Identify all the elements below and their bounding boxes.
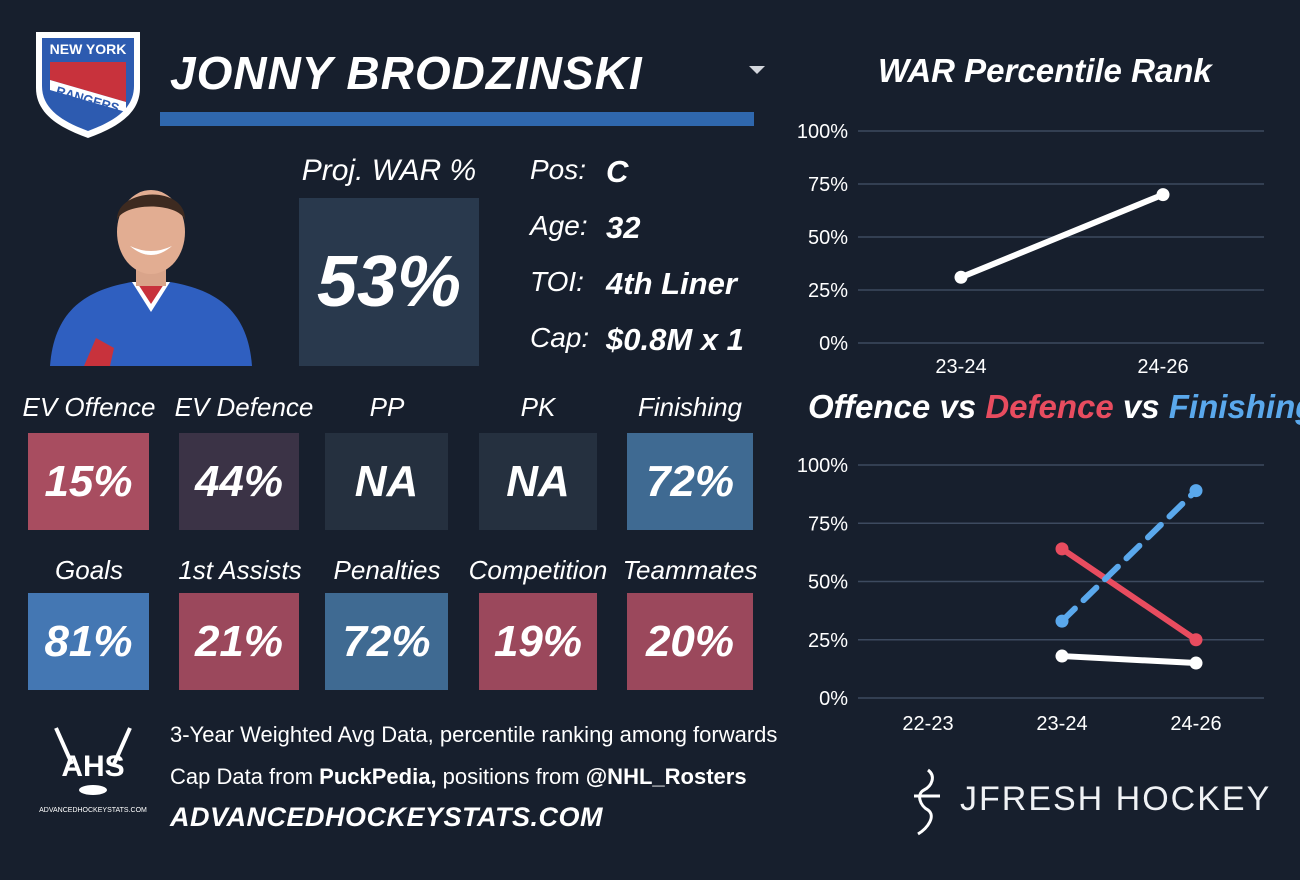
info-cap-label: Cap:: [530, 322, 590, 353]
tile-ev-defence: 44%: [179, 433, 299, 530]
info-toi: TOI: 4th Liner: [530, 266, 780, 306]
tile-1st-assists: 21%: [179, 593, 299, 690]
info-toi-value: 4th Liner: [606, 266, 737, 301]
chart1-title: WAR Percentile Rank: [878, 52, 1212, 89]
footer-methodology: 3-Year Weighted Avg Data, percentile ran…: [170, 722, 778, 747]
chart2-title-part: vs: [1113, 388, 1169, 425]
tile-label-competition: Competition: [468, 555, 608, 585]
x-tick-label: 24-26: [1170, 713, 1221, 735]
chart2-title-part: vs: [930, 388, 986, 425]
y-tick-label: 0%: [819, 688, 848, 710]
tile-finishing: 72%: [627, 433, 753, 530]
tile-label-goals: Goals: [55, 555, 123, 585]
ahs-logo-text: AHS: [61, 750, 124, 783]
x-tick-label: 24-26: [1137, 356, 1188, 378]
defence-point: [1055, 542, 1069, 556]
offence-point: [1055, 649, 1069, 663]
finishing-point: [1189, 484, 1203, 498]
y-tick-label: 0%: [819, 333, 848, 355]
footer-source-nhl-rosters[interactable]: @NHL_Rosters: [585, 764, 747, 789]
tile-label-1st-assists: 1st Assists: [178, 555, 302, 585]
y-tick-label: 75%: [808, 174, 848, 196]
tile-competition: 19%: [479, 593, 597, 690]
footer-sources: Cap Data from PuckPedia, positions from …: [170, 764, 747, 790]
tile-label-ev-offence: EV Offence: [22, 392, 156, 422]
series-line: [958, 191, 1166, 281]
info-age-label: Age:: [530, 210, 588, 241]
jfresh-hockey-brand: JFRESH HOCKEY: [960, 780, 1272, 818]
tile-label-pk: PK: [520, 392, 556, 422]
ahs-logo: AHS ADVANCEDHOCKEYSTATS.COM: [39, 727, 147, 814]
chart2-title-part: Finishing: [1168, 388, 1300, 425]
footer-sources-prefix: Cap Data from: [170, 764, 320, 789]
finishing-line: [1059, 487, 1199, 625]
x-tick-label: 23-24: [935, 356, 986, 378]
y-tick-label: 100%: [797, 455, 848, 477]
info-age-value: 32: [606, 210, 641, 245]
footer-sources-middle: positions from: [436, 764, 586, 789]
player-dropdown-chevron-icon[interactable]: [749, 66, 765, 74]
series-point: [1156, 188, 1170, 202]
war-percentile-chart: 0% 25% 50% 75% 100% 23-24 24-26: [797, 121, 1264, 378]
projected-war-value: 53%: [299, 198, 479, 366]
tile-label-penalties: Penalties: [333, 555, 441, 585]
tile-pp: NA: [325, 433, 448, 530]
y-tick-label: 25%: [808, 630, 848, 652]
tile-pk: NA: [479, 433, 597, 530]
projected-war-label: Proj. WAR %: [301, 154, 477, 187]
info-age: Age: 32: [530, 210, 780, 250]
tile-penalties: 72%: [325, 593, 448, 690]
chart2-title: Offence vs Defence vs Finishing: [808, 388, 1300, 426]
y-tick-label: 50%: [808, 572, 848, 594]
footer-url[interactable]: ADVANCEDHOCKEYSTATS.COM: [170, 802, 604, 832]
series-point: [954, 270, 968, 284]
team-logo: NEW YORK RANGERS: [36, 32, 140, 138]
info-position-label: Pos:: [530, 154, 587, 185]
y-tick-label: 50%: [808, 227, 848, 249]
chart2-title-part: Defence: [985, 388, 1114, 425]
x-tick-label: 22-23: [902, 713, 953, 735]
defence-point: [1189, 633, 1203, 647]
offence-line: [1059, 653, 1199, 667]
player-name: JONNY BRODZINSKI: [170, 47, 643, 99]
x-tick-label: 23-24: [1036, 713, 1087, 735]
player-headshot: [50, 190, 252, 366]
y-tick-label: 25%: [808, 280, 848, 302]
finishing-point: [1055, 614, 1069, 628]
chart2-title-part: Offence: [808, 388, 931, 425]
name-underline: [160, 112, 754, 126]
ahs-logo-subtext: ADVANCEDHOCKEYSTATS.COM: [39, 807, 147, 814]
tile-ev-offence: 15%: [28, 433, 149, 530]
tile-label-pp: PP: [369, 392, 405, 422]
y-tick-label: 100%: [797, 121, 848, 143]
tile-label-ev-defence: EV Defence: [174, 392, 314, 422]
info-position: Pos: C: [530, 154, 780, 194]
tile-teammates: 20%: [627, 593, 753, 690]
info-toi-label: TOI:: [530, 266, 584, 297]
info-cap-value: $0.8M x 1: [606, 322, 744, 357]
y-tick-label: 75%: [808, 513, 848, 535]
tile-label-finishing: Finishing: [637, 392, 743, 422]
logo-text-top: NEW YORK: [50, 41, 127, 57]
tile-label-teammates: Teammates: [622, 555, 758, 585]
jfresh-logo-icon: [914, 768, 940, 836]
info-cap: Cap: $0.8M x 1: [530, 322, 780, 362]
tile-goals: 81%: [28, 593, 149, 690]
defence-line: [1059, 545, 1199, 643]
footer-source-puckpedia[interactable]: PuckPedia,: [319, 764, 437, 789]
offence-point: [1189, 656, 1203, 670]
offence-defence-finishing-chart: 0% 25% 50% 75% 100% 22-23 23-24 24-26: [797, 455, 1264, 735]
info-position-value: C: [606, 154, 629, 189]
